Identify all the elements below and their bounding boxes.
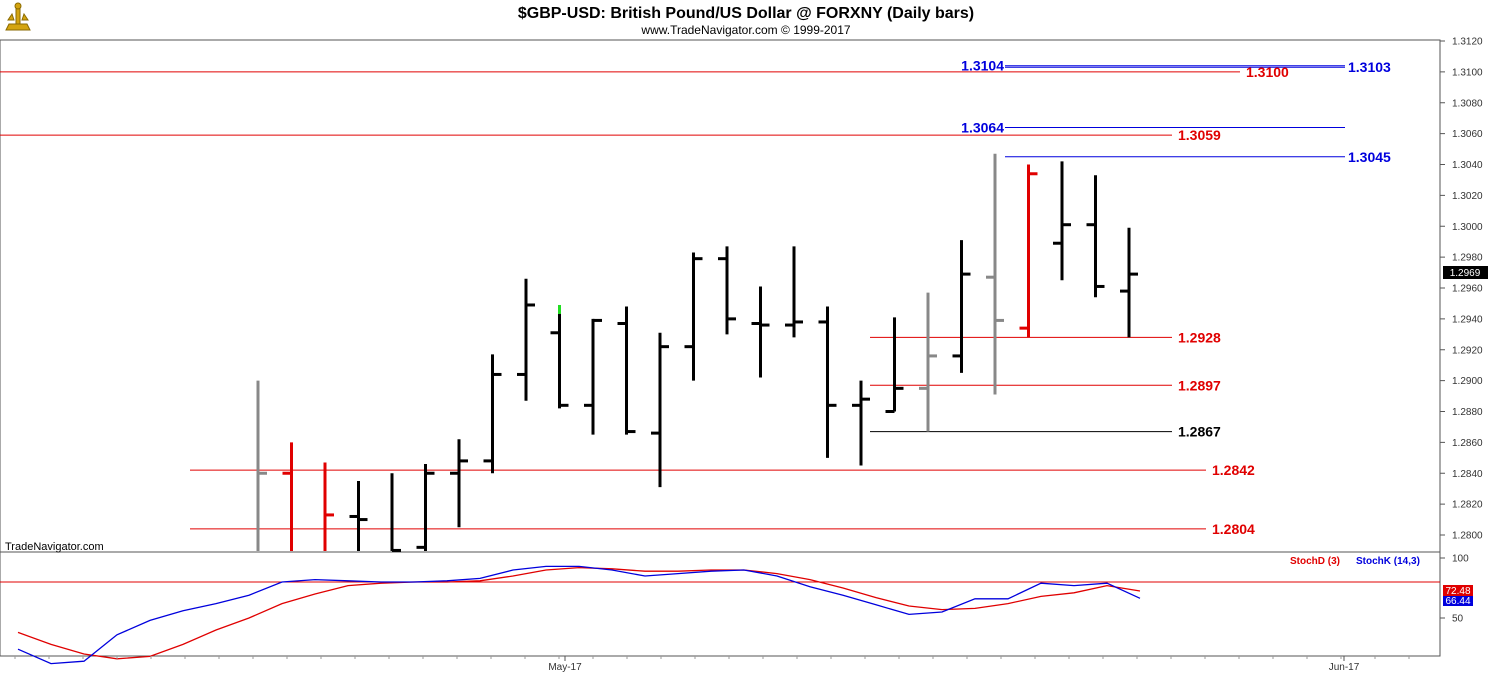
last-price-marker [1443, 266, 1488, 279]
price-tick-label: 1.3060 [1452, 129, 1483, 140]
price-bar [550, 304, 569, 409]
time-tick-label: May-17 [548, 662, 582, 673]
level-label: 1.3064 [961, 119, 1004, 135]
price-bar [450, 439, 468, 528]
price-tick-label: 1.3100 [1452, 67, 1483, 78]
price-bar [1120, 227, 1138, 338]
price-tick-label: 1.3000 [1452, 222, 1483, 233]
level-label: 1.2867 [1178, 424, 1221, 440]
price-tick-label: 1.3040 [1452, 160, 1483, 171]
price-bar [718, 246, 736, 335]
price-tick-label: 1.2800 [1452, 531, 1483, 542]
price-bar [651, 332, 669, 488]
level-label: 1.3059 [1178, 127, 1221, 143]
stoch-tick-label: 50 [1452, 614, 1464, 625]
level-label: 1.2842 [1212, 462, 1255, 478]
price-tick-label: 1.3120 [1452, 37, 1483, 48]
price-bar [349, 480, 368, 551]
legend-stochk: StochK (14,3) [1356, 556, 1420, 567]
last-price-label: 1.2969 [1450, 268, 1481, 279]
level-label: 1.3104 [961, 58, 1004, 74]
stochk-last-marker [1443, 596, 1473, 606]
price-bar [751, 286, 770, 378]
price-tick-label: 1.3020 [1452, 191, 1483, 202]
stochk-line [17, 565, 1141, 665]
stochd-line [17, 566, 1141, 660]
price-tick-label: 1.2820 [1452, 500, 1483, 511]
chart-title: $GBP-USD: British Pound/US Dollar @ FORX… [518, 5, 974, 22]
price-bar [1019, 164, 1038, 338]
level-label: 1.2928 [1178, 329, 1221, 345]
price-tick-label: 1.2900 [1452, 376, 1483, 387]
legend-stochd: StochD (3) [1290, 556, 1340, 567]
stochastic-indicator [17, 565, 1141, 665]
stochd-last-marker [1443, 585, 1473, 596]
watermark: TradeNavigator.com [5, 541, 104, 553]
price-bar [818, 306, 837, 458]
price-bar [919, 292, 937, 432]
level-label: 1.3045 [1348, 149, 1391, 165]
level-label: 1.2804 [1212, 521, 1255, 537]
level-label: 1.3103 [1348, 59, 1391, 75]
time-axis: May-17 Jun-17 [14, 656, 1410, 673]
price-tick-label: 1.2840 [1452, 469, 1483, 480]
price-bar [483, 354, 502, 474]
chart-copyright: www.TradeNavigator.com © 1999-2017 [640, 23, 850, 37]
price-bar [852, 380, 870, 466]
price-tick-label: 1.2980 [1452, 253, 1483, 264]
level-label: 1.3100 [1246, 64, 1289, 80]
price-bar [416, 463, 435, 551]
level-lines: 1.3104 1.3103 1.3100 1.3064 1.3059 1.3045 1.29… [0, 58, 1391, 537]
price-bar [256, 380, 267, 551]
price-tick-label: 1.2880 [1452, 407, 1483, 418]
price-tick-label: 1.2860 [1452, 438, 1483, 449]
price-bar [1086, 175, 1105, 298]
time-tick-label: Jun-17 [1329, 662, 1360, 673]
price-axis: 1.2800 1.2820 1.2840 1.2860 1.2880 1.2900 1.29… [1440, 37, 1483, 625]
price-bar [986, 153, 1004, 395]
price-bar [1053, 161, 1071, 281]
price-bar [684, 252, 703, 381]
price-bar [390, 473, 401, 552]
price-bar [785, 246, 803, 338]
price-bar [885, 317, 904, 413]
price-bar [952, 240, 971, 373]
level-label: 1.2897 [1178, 377, 1221, 393]
price-tick-label: 1.2960 [1452, 284, 1483, 295]
price-tick-label: 1.2940 [1452, 314, 1483, 325]
price-bar [517, 278, 535, 401]
tradenavigator-logo-icon [5, 2, 31, 31]
price-bar [617, 306, 636, 435]
price-tick-label: 1.2920 [1452, 345, 1483, 356]
price-bar [323, 462, 334, 551]
stoch-tick-label: 100 [1452, 554, 1469, 565]
price-bar [282, 442, 293, 551]
stochd-last-value: 72.48 [1445, 586, 1470, 597]
price-bar [584, 318, 602, 435]
stochk-last-value: 66.44 [1445, 596, 1470, 607]
price-bars [256, 153, 1138, 552]
price-tick-label: 1.3080 [1452, 98, 1483, 109]
